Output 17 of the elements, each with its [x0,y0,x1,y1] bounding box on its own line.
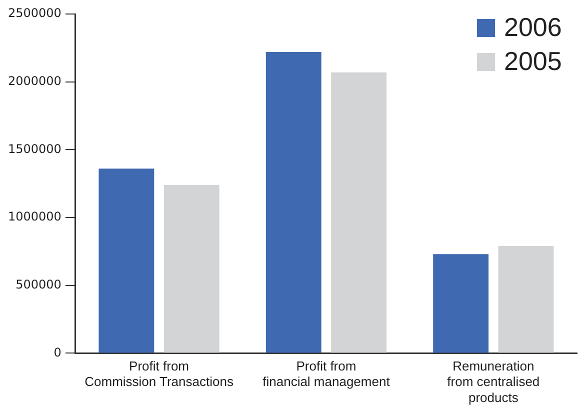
y-tick-label: 2000000 [8,74,62,88]
y-tick-label: 1500000 [8,142,62,156]
bar [331,72,387,353]
y-tick-label: 500000 [16,277,62,292]
y-tick-label: 0 [54,345,62,360]
legend-label: 2006 [504,12,562,42]
bar [266,52,322,353]
bar [433,254,489,353]
bar [164,184,220,353]
x-tick-label: Profit from financial management [262,358,390,390]
y-tick-label: 1000000 [8,210,62,224]
y-tick-label: 2500000 [8,6,62,20]
legend-label: 2005 [504,46,562,76]
bar [498,246,554,353]
x-tick-label: Remuneration from centralised products [447,358,540,405]
bar [98,168,154,353]
x-tick-label: Profit from Commission Transactions [84,358,234,390]
